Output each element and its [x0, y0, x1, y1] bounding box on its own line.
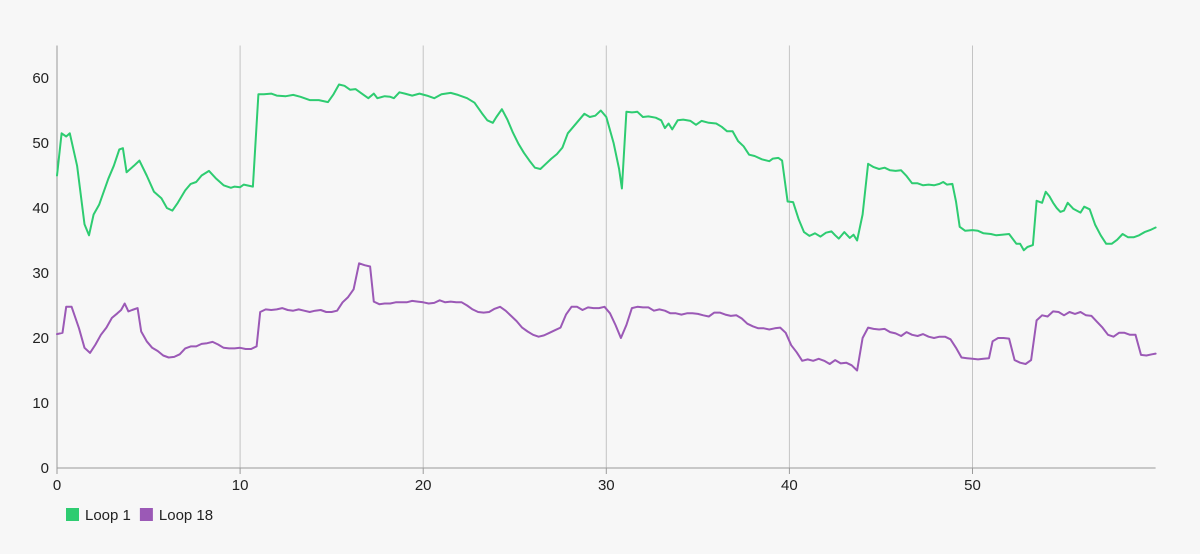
legend-swatch	[66, 508, 79, 521]
x-tick-label: 20	[415, 477, 432, 494]
legend-label: Loop 18	[159, 507, 213, 524]
x-tick-label: 0	[53, 477, 61, 494]
x-tick-label: 50	[964, 477, 981, 494]
series-line-loop-18	[56, 262, 1157, 372]
legend-swatch	[139, 508, 153, 521]
y-tick-label: 30	[32, 265, 49, 282]
y-tick-label: 40	[32, 200, 49, 217]
legend-label: Loop 1	[85, 507, 131, 524]
x-tick-label: 30	[598, 477, 615, 494]
y-tick-label: 0	[41, 460, 49, 477]
axes: 0 10 20 30 40 50 60 0 10 20 30 40 50	[32, 45, 1156, 494]
grid-lines	[239, 45, 973, 468]
legend: Loop 1 Loop 18	[66, 507, 213, 524]
series-line-loop-1	[56, 83, 1157, 252]
y-tick-label: 60	[32, 70, 49, 87]
y-tick-label: 10	[32, 395, 49, 412]
y-tick-label: 50	[32, 135, 49, 152]
series-lines	[56, 83, 1157, 372]
x-tick-label: 40	[781, 477, 798, 494]
y-tick-label: 20	[32, 330, 49, 347]
x-tick-label: 10	[232, 477, 249, 494]
